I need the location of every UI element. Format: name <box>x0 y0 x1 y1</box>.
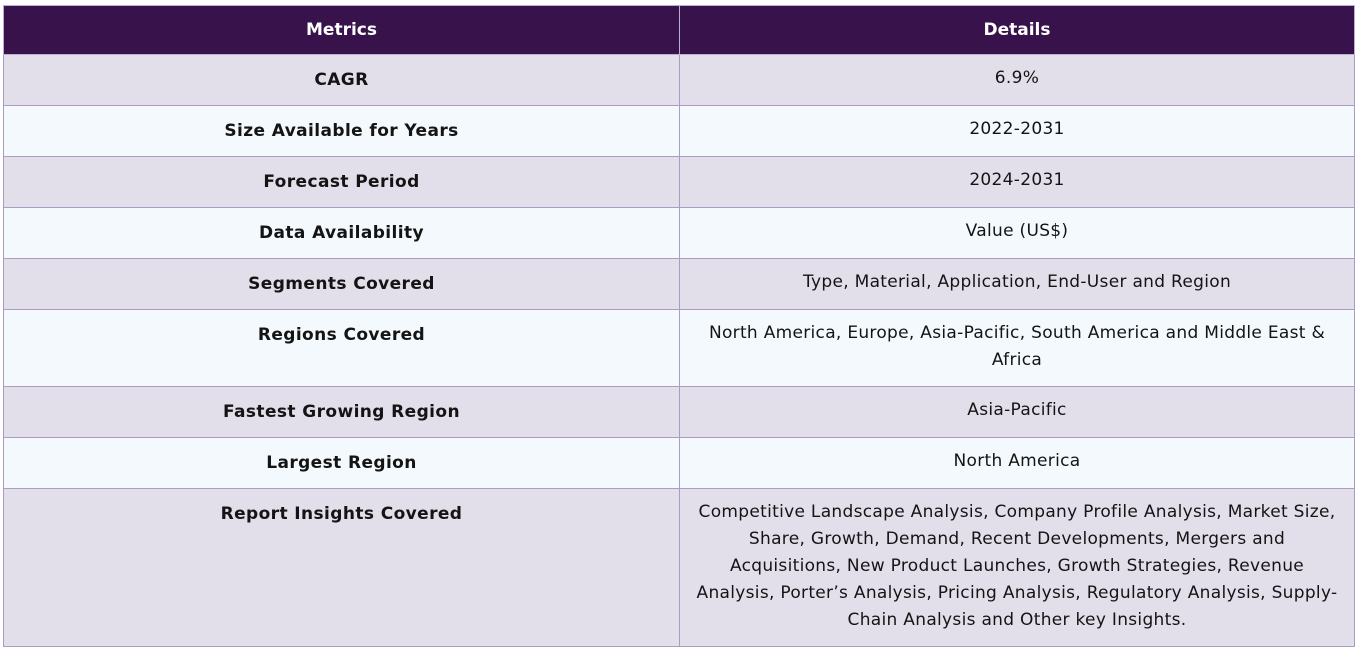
table-row: Data Availability Value (US$) <box>3 207 1355 259</box>
metric-cell: Segments Covered <box>3 258 680 310</box>
metric-cell: Regions Covered <box>3 309 680 387</box>
detail-cell: North America, Europe, Asia-Pacific, Sou… <box>679 309 1355 387</box>
metric-cell: Fastest Growing Region <box>3 386 680 438</box>
table-row: Segments Covered Type, Material, Applica… <box>3 258 1355 310</box>
header-metrics: Metrics <box>3 5 680 55</box>
header-details: Details <box>679 5 1355 55</box>
detail-cell: Asia-Pacific <box>679 386 1355 438</box>
report-metrics-table: Metrics Details CAGR 6.9% Size Available… <box>3 5 1355 647</box>
detail-cell: 2024-2031 <box>679 156 1355 208</box>
table-row: Largest Region North America <box>3 437 1355 489</box>
report-metrics-table-container: Metrics Details CAGR 6.9% Size Available… <box>3 5 1355 647</box>
metric-cell: Forecast Period <box>3 156 680 208</box>
detail-cell: Competitive Landscape Analysis, Company … <box>679 488 1355 647</box>
table-row: Forecast Period 2024-2031 <box>3 156 1355 208</box>
metric-cell: Data Availability <box>3 207 680 259</box>
detail-cell: North America <box>679 437 1355 489</box>
table-row: CAGR 6.9% <box>3 54 1355 106</box>
detail-cell: Type, Material, Application, End-User an… <box>679 258 1355 310</box>
table-row: Fastest Growing Region Asia-Pacific <box>3 386 1355 438</box>
metric-cell: Size Available for Years <box>3 105 680 157</box>
detail-cell: Value (US$) <box>679 207 1355 259</box>
detail-cell: 2022-2031 <box>679 105 1355 157</box>
table-row: Report Insights Covered Competitive Land… <box>3 488 1355 647</box>
metric-cell: Largest Region <box>3 437 680 489</box>
detail-cell: 6.9% <box>679 54 1355 106</box>
metric-cell: Report Insights Covered <box>3 488 680 647</box>
table-row: Regions Covered North America, Europe, A… <box>3 309 1355 387</box>
metric-cell: CAGR <box>3 54 680 106</box>
table-row: Size Available for Years 2022-2031 <box>3 105 1355 157</box>
table-header-row: Metrics Details <box>3 5 1355 55</box>
